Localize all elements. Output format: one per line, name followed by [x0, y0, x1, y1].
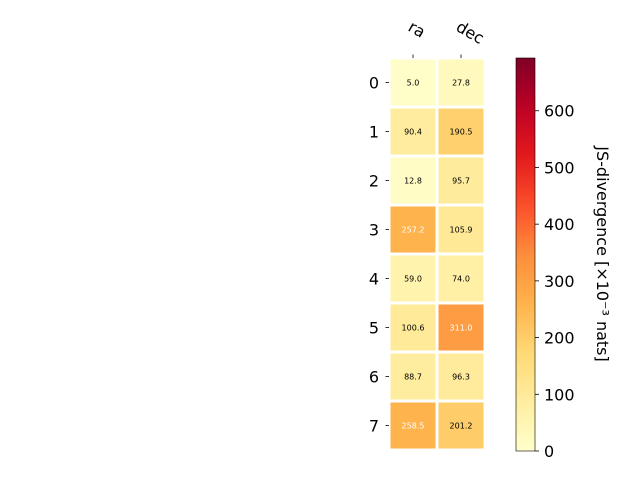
- cell-value-label: 257.2: [402, 226, 425, 235]
- colorbar-tick-label: 500: [544, 158, 575, 177]
- colorbar-tick-label: 600: [544, 102, 575, 121]
- heatmap-cell-3-1: [438, 206, 484, 253]
- cell-value-label: 27.8: [452, 79, 470, 88]
- heatmap-cell-0-0: [390, 59, 436, 106]
- column-label: ra: [405, 17, 429, 42]
- row-label: 3: [369, 221, 379, 240]
- cell-value-label: 12.8: [404, 177, 422, 186]
- heatmap-cell-6-0: [390, 353, 436, 400]
- heatmap-cell-4-0: [390, 255, 436, 302]
- colorbar-tick-label: 400: [544, 215, 575, 234]
- heatmap-cell-1-0: [390, 108, 436, 155]
- cell-value-label: 88.7: [404, 373, 422, 382]
- column-labels: ra dec: [405, 17, 487, 58]
- heatmap-cell-2-1: [438, 157, 484, 204]
- heatmap-cell-0-1: [438, 59, 484, 106]
- cell-value-label: 74.0: [452, 275, 470, 284]
- cell-value-label: 90.4: [404, 128, 422, 137]
- cell-value-label: 5.0: [407, 79, 420, 88]
- colorbar-tick-label: 100: [544, 385, 575, 404]
- cell-value-label: 258.5: [402, 422, 425, 431]
- row-label: 7: [369, 417, 379, 436]
- colorbar-tick-label: 300: [544, 272, 575, 291]
- heatmap-cell-2-0: [390, 157, 436, 204]
- colorbar-tick-label: 0: [544, 442, 554, 461]
- cell-value-label: 95.7: [452, 177, 470, 186]
- cell-value-label: 100.6: [402, 324, 425, 333]
- colorbar-gradient: [515, 57, 536, 452]
- row-label: 5: [369, 319, 379, 338]
- colorbar-label: JS-divergence [×10⁻³ nats]: [593, 145, 612, 361]
- heatmap-cell-6-1: [438, 353, 484, 400]
- heatmap-cell-7-0: [390, 402, 436, 449]
- heatmap-cell-3-0: [390, 206, 436, 253]
- row-labels: 0 1 2 3 4 5 6 7: [369, 74, 389, 436]
- row-label: 2: [369, 172, 379, 191]
- heatmap-cell-5-0: [390, 304, 436, 351]
- cell-value-label: 201.2: [450, 422, 473, 431]
- cell-value-label: 311.0: [450, 324, 473, 333]
- heatmap-cells: 5.0 27.8 90.4 190.5 12.8 95.7 257.2 105.9 59.0 74…: [390, 59, 484, 449]
- row-label: 6: [369, 368, 379, 387]
- colorbar: 0 100 200 300 400 500 600: [515, 57, 575, 461]
- column-label: dec: [453, 17, 487, 48]
- heatmap-cell-1-1: [438, 108, 484, 155]
- cell-value-label: 59.0: [404, 275, 422, 284]
- heatmap-cell-4-1: [438, 255, 484, 302]
- cell-value-label: 105.9: [450, 226, 473, 235]
- row-label: 4: [369, 270, 379, 289]
- row-label: 0: [369, 74, 379, 93]
- cell-value-label: 96.3: [452, 373, 470, 382]
- row-label: 1: [369, 123, 379, 142]
- colorbar-tick-label: 200: [544, 329, 575, 348]
- heatmap-cell-7-1: [438, 402, 484, 449]
- heatmap-cell-5-1: [438, 304, 484, 351]
- cell-value-label: 190.5: [450, 128, 473, 137]
